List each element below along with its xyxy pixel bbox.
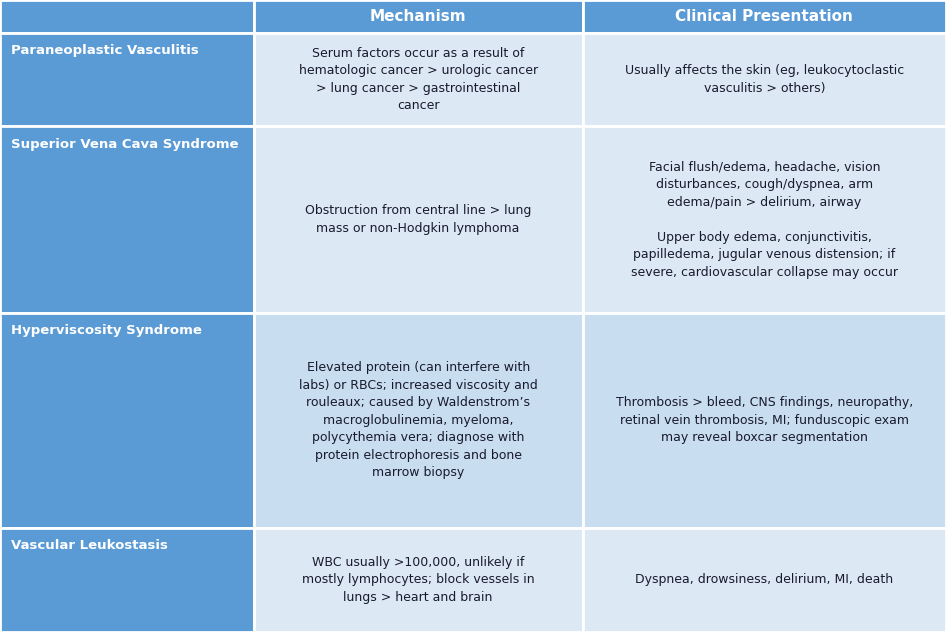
- Text: Superior Vena Cava Syndrome: Superior Vena Cava Syndrome: [11, 138, 238, 151]
- Text: Facial flush/edema, headache, vision
disturbances, cough/dyspnea, arm
edema/pain: Facial flush/edema, headache, vision dis…: [631, 161, 898, 279]
- Text: Vascular Leukostasis: Vascular Leukostasis: [11, 539, 168, 552]
- Bar: [254, 313, 583, 528]
- Text: Clinical Presentation: Clinical Presentation: [675, 9, 853, 24]
- Bar: [254, 33, 583, 126]
- Bar: [0, 0, 254, 33]
- Text: Usually affects the skin (eg, leukocytoclastic
vasculitis > others): Usually affects the skin (eg, leukocytoc…: [624, 64, 904, 95]
- Bar: [0, 313, 254, 528]
- Text: Thrombosis > bleed, CNS findings, neuropathy,
retinal vein thrombosis, MI; fundu: Thrombosis > bleed, CNS findings, neurop…: [616, 396, 913, 444]
- Text: Paraneoplastic Vasculitis: Paraneoplastic Vasculitis: [11, 44, 199, 58]
- Text: Dyspnea, drowsiness, delirium, MI, death: Dyspnea, drowsiness, delirium, MI, death: [636, 573, 893, 586]
- Bar: [254, 126, 583, 313]
- Bar: [583, 528, 946, 632]
- Bar: [583, 33, 946, 126]
- Bar: [0, 33, 254, 126]
- Text: Serum factors occur as a result of
hematologic cancer > urologic cancer
> lung c: Serum factors occur as a result of hemat…: [299, 47, 537, 112]
- Bar: [0, 126, 254, 313]
- Text: WBC usually >100,000, unlikely if
mostly lymphocytes; block vessels in
lungs > h: WBC usually >100,000, unlikely if mostly…: [302, 556, 534, 604]
- Text: Hyperviscosity Syndrome: Hyperviscosity Syndrome: [11, 324, 202, 337]
- Bar: [583, 0, 946, 33]
- Bar: [0, 528, 254, 632]
- Bar: [254, 528, 583, 632]
- Text: Mechanism: Mechanism: [370, 9, 466, 24]
- Bar: [583, 126, 946, 313]
- Bar: [254, 0, 583, 33]
- Text: Elevated protein (can interfere with
labs) or RBCs; increased viscosity and
roul: Elevated protein (can interfere with lab…: [299, 362, 537, 479]
- Bar: [583, 313, 946, 528]
- Text: Obstruction from central line > lung
mass or non-Hodgkin lymphoma: Obstruction from central line > lung mas…: [305, 204, 532, 235]
